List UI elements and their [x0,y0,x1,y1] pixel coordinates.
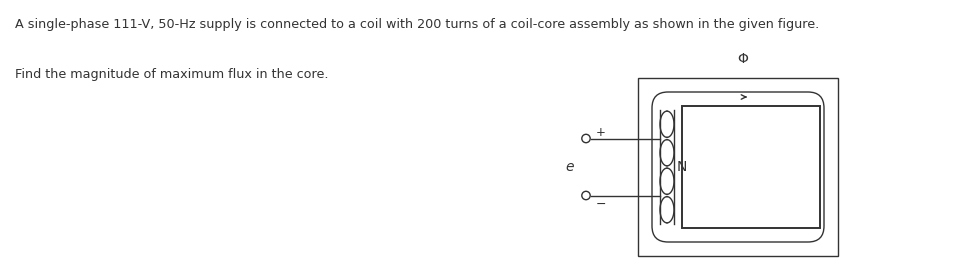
Text: A single-phase 111-V, 50-Hz supply is connected to a coil with 200 turns of a co: A single-phase 111-V, 50-Hz supply is co… [15,18,820,31]
Text: N: N [677,160,688,174]
Text: Find the magnitude of maximum flux in the core.: Find the magnitude of maximum flux in th… [15,68,328,81]
Bar [682,106,820,228]
Text: Φ: Φ [738,52,748,66]
Text: −: − [596,198,607,210]
Text: +: + [596,126,606,140]
Text: e: e [566,160,574,174]
Bar [638,78,838,256]
